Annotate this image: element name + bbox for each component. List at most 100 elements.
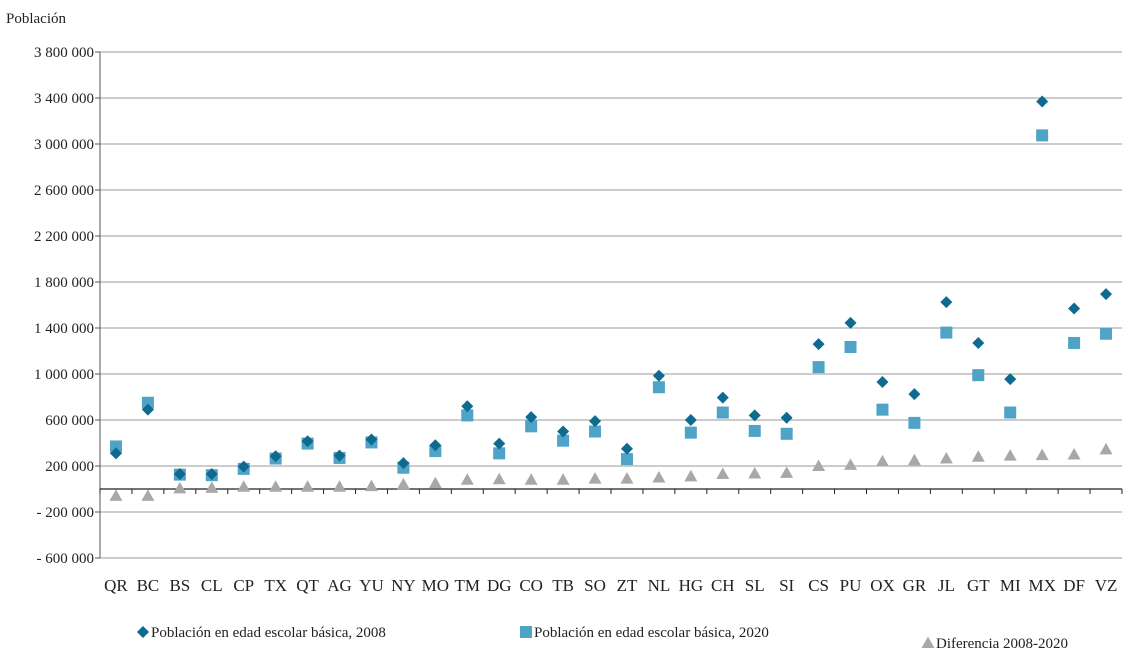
triangle-point: [684, 469, 698, 482]
x-tick-label: CP: [233, 576, 254, 595]
diamond-point: [333, 449, 346, 462]
x-tick-label: DG: [487, 576, 512, 595]
x-tick-label: DF: [1063, 576, 1085, 595]
diamond-point: [461, 400, 474, 413]
diamond-point: [940, 296, 953, 309]
legend-item: Población en edad escolar básica, 2008: [137, 625, 386, 641]
x-tick-label: QT: [296, 576, 319, 595]
triangle-point: [875, 454, 889, 467]
square-point: [780, 427, 793, 440]
triangle-point: [1003, 449, 1017, 461]
y-tick-label: 3 800 000: [34, 45, 94, 61]
x-tick-label: NY: [391, 576, 416, 595]
square-point: [1036, 129, 1049, 142]
square-point: [748, 424, 761, 437]
legend: Población en edad escolar básica, 2008 Po…: [137, 625, 1068, 652]
diamond-point: [589, 415, 602, 428]
triangle-point: [748, 466, 762, 479]
y-axis-label: Población: [6, 11, 66, 27]
diamond-point: [684, 414, 697, 426]
x-tick-label: BC: [137, 576, 160, 595]
square-point: [525, 420, 538, 433]
y-tick-label: 1 800 000: [34, 275, 94, 291]
triangle-point: [556, 473, 570, 485]
triangle-point: [844, 458, 858, 470]
triangle-point: [971, 450, 985, 462]
diamond-point: [429, 439, 442, 452]
diamond-point: [493, 437, 506, 450]
square-point: [876, 403, 889, 416]
diamond-point: [812, 338, 825, 351]
x-tick-label: GR: [903, 576, 927, 595]
triangle-point: [173, 481, 187, 494]
square-point: [109, 440, 122, 453]
series-diamond: [109, 95, 1113, 481]
diamond-point: [525, 411, 538, 424]
diamond-point: [397, 457, 410, 470]
x-tick-label: SO: [584, 576, 606, 595]
diamond-point: [972, 336, 985, 349]
series-square: [109, 129, 1113, 482]
diamond-point: [652, 369, 665, 382]
legend-item: Diferencia 2008-2020: [921, 636, 1068, 652]
triangle-point: [333, 480, 347, 492]
x-tick-label: TX: [264, 576, 287, 595]
diamond-point: [109, 447, 122, 460]
legend-label: Diferencia 2008-2020: [936, 636, 1068, 652]
y-tick-label: 1 400 000: [34, 321, 94, 337]
y-tick-label: 600 000: [45, 413, 94, 429]
square-point: [461, 409, 474, 422]
x-tick-label: MI: [1000, 576, 1021, 595]
data-marks: [109, 95, 1113, 501]
diamond-point: [365, 433, 378, 446]
diamond-point: [844, 316, 857, 329]
x-tick-label: CO: [519, 576, 543, 595]
diamond-point: [205, 468, 218, 481]
x-tick-label: HG: [679, 576, 704, 595]
triangle-point: [588, 472, 602, 484]
x-tick-label: TB: [552, 576, 574, 595]
triangle-point: [364, 479, 378, 492]
triangle-point: [939, 452, 953, 464]
x-tick-label: GT: [967, 576, 990, 595]
diamond-point: [1036, 95, 1049, 108]
diamond-point: [780, 411, 793, 424]
legend-item: Población en edad escolar básica, 2020: [520, 625, 769, 641]
square-point: [716, 406, 729, 419]
x-tick-label: SL: [745, 576, 765, 595]
x-tick-label: MO: [422, 576, 449, 595]
diamond-point: [1068, 302, 1081, 315]
x-tick-label: ZT: [617, 576, 638, 595]
y-tick-label: 3 400 000: [34, 91, 94, 107]
x-tick-label: CH: [711, 576, 735, 595]
x-tick-label: AG: [327, 576, 352, 595]
square-point: [141, 396, 154, 409]
triangle-point: [1099, 442, 1113, 455]
square-point: [1004, 406, 1017, 419]
legend-diamond-icon: [137, 626, 149, 638]
square-point: [972, 369, 985, 382]
triangle-point: [269, 480, 283, 492]
diamond-point: [716, 391, 729, 404]
square-point: [908, 416, 921, 429]
x-tick-label: BS: [169, 576, 190, 595]
triangle-point: [652, 471, 666, 483]
triangle-point: [396, 477, 410, 490]
series-triangle: [109, 442, 1113, 501]
triangle-point: [428, 476, 442, 489]
triangle-point: [1067, 448, 1081, 460]
y-tick-labels: 3 800 000 3 400 000 3 000 000 2 600 000 2 20…: [34, 45, 94, 567]
triangle-point: [492, 472, 506, 485]
legend-label: Población en edad escolar básica, 2008: [151, 625, 386, 641]
triangle-point: [109, 489, 123, 501]
triangle-point: [812, 459, 826, 471]
square-point: [940, 326, 953, 339]
square-point: [1068, 336, 1081, 349]
x-tick-label: QR: [104, 576, 128, 595]
square-point: [652, 381, 665, 394]
x-tick-label: OX: [870, 576, 895, 595]
square-point: [557, 434, 570, 447]
diamond-point: [269, 450, 282, 463]
triangle-point: [205, 481, 219, 493]
